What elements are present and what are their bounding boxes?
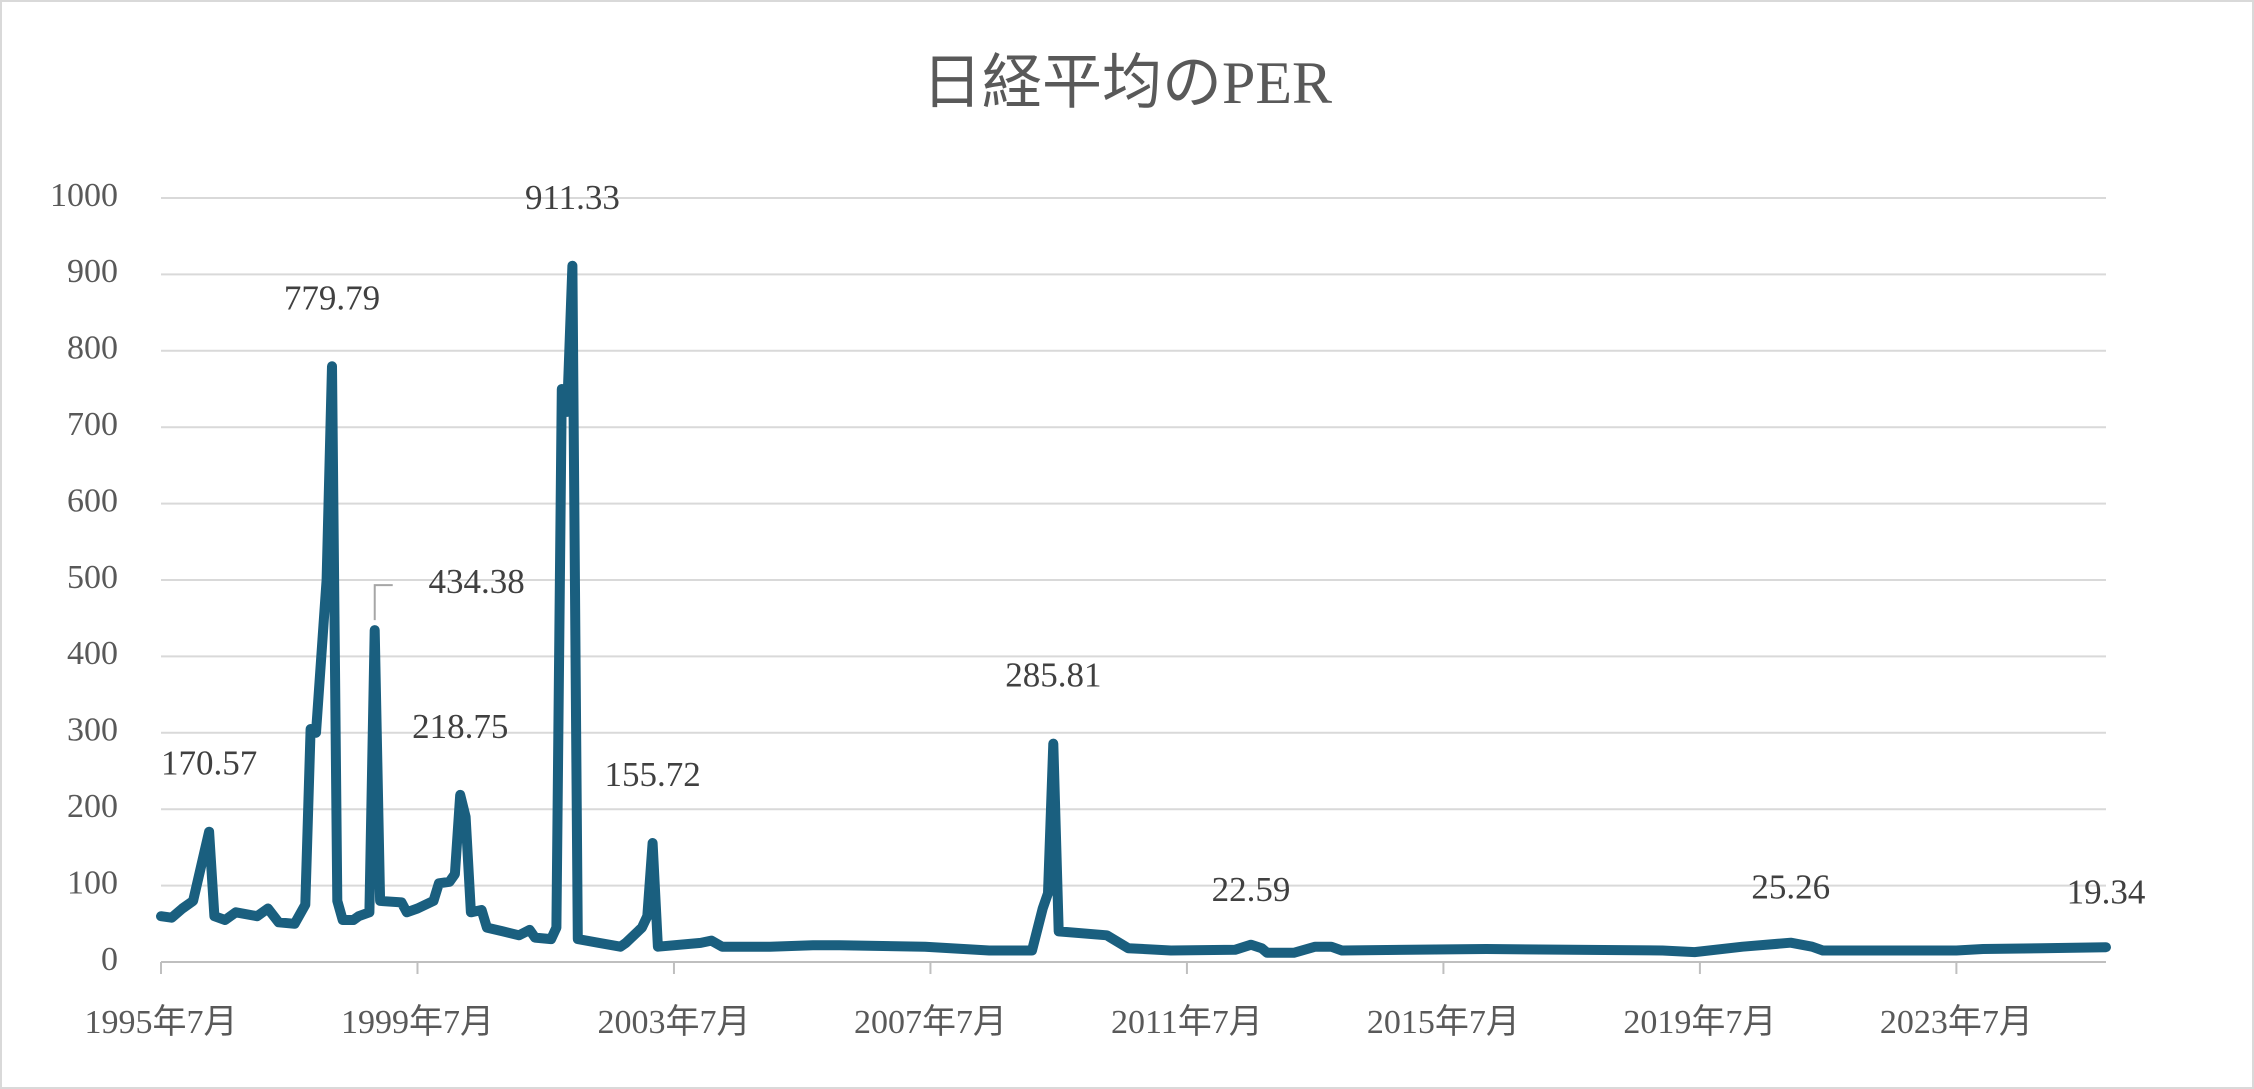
y-tick-label: 600 — [67, 482, 118, 519]
x-tick-label: 2019年7月 — [1623, 1003, 1776, 1041]
value-label: 779.79 — [284, 278, 380, 317]
value-label: 170.57 — [161, 744, 257, 783]
data-line — [156, 260, 2111, 958]
x-tick-label: 2003年7月 — [597, 1003, 750, 1041]
y-tick-label: 1000 — [50, 177, 118, 214]
value-label: 19.34 — [2067, 872, 2146, 911]
value-label: 25.26 — [1751, 868, 1830, 907]
value-label: 911.33 — [525, 178, 620, 217]
y-tick-label: 300 — [67, 712, 118, 749]
x-tick-label: 2023年7月 — [1880, 1003, 2033, 1041]
y-tick-label: 100 — [67, 864, 118, 901]
value-label: 218.75 — [412, 707, 508, 746]
x-tick-label: 1999年7月 — [341, 1003, 494, 1041]
y-tick-label: 500 — [67, 559, 118, 596]
x-tick-label: 1995年7月 — [85, 1003, 238, 1041]
value-label: 434.38 — [428, 562, 524, 601]
x-tick-label: 2015年7月 — [1367, 1003, 1520, 1041]
leader-line — [373, 584, 393, 621]
y-tick-label: 900 — [67, 253, 118, 290]
y-tick-label: 200 — [67, 788, 118, 825]
value-label: 155.72 — [604, 755, 700, 794]
chart-title: 日経平均のPER — [922, 50, 1332, 116]
x-tick-label: 2011年7月 — [1111, 1003, 1263, 1041]
x-tick-label: 2007年7月 — [854, 1003, 1007, 1041]
y-tick-label: 0 — [101, 941, 118, 978]
value-label: 285.81 — [1005, 656, 1101, 695]
y-tick-label: 800 — [67, 330, 118, 367]
y-tick-label: 700 — [67, 406, 118, 443]
value-label: 22.59 — [1212, 870, 1291, 909]
y-tick-label: 400 — [67, 635, 118, 672]
